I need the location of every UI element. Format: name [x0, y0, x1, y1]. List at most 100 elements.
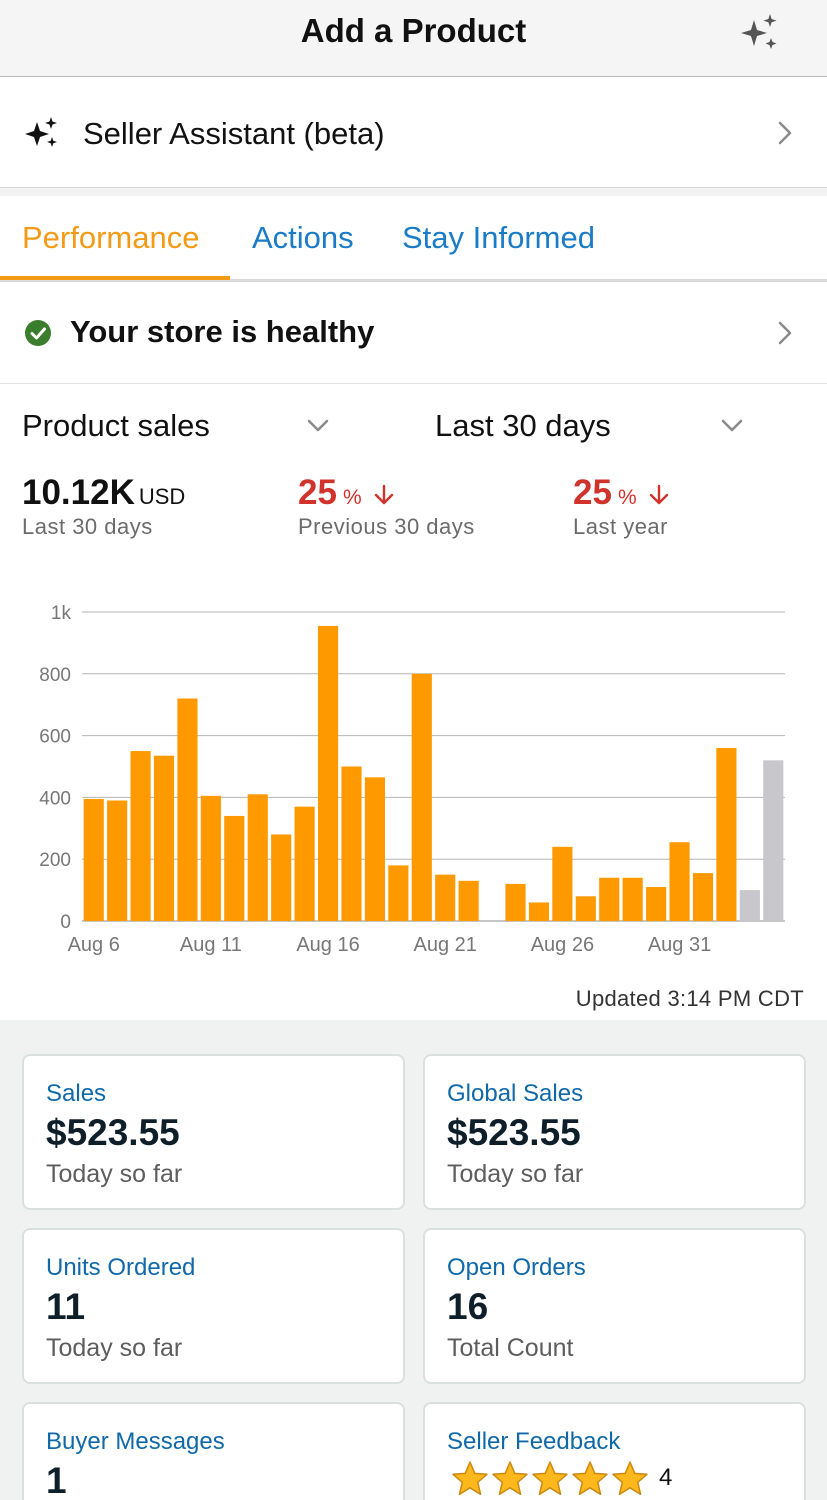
sales-card[interactable]: Sales $523.55 Today so far — [22, 1054, 405, 1210]
units-ordered-card[interactable]: Units Ordered 11 Today so far — [22, 1228, 405, 1384]
y-tick-label: 200 — [39, 850, 71, 871]
chevron-right-icon — [778, 321, 792, 345]
chart-bar — [364, 777, 385, 921]
chart-bar — [599, 877, 620, 921]
star-icon — [452, 1461, 488, 1496]
chart-bar — [622, 877, 643, 921]
section-divider — [0, 188, 827, 196]
y-tick-label: 800 — [39, 665, 71, 686]
chevron-down-icon[interactable] — [721, 419, 743, 433]
chart-bar — [224, 815, 245, 921]
last-year-change: 25% — [573, 473, 670, 513]
store-health-label: Your store is healthy — [70, 314, 375, 349]
y-tick-label: 400 — [39, 788, 71, 809]
feedback-count: 4 — [659, 1464, 673, 1491]
card-title: Units Ordered — [46, 1254, 196, 1281]
current-sales-number: 10.12K — [22, 473, 135, 512]
sales-bar-chart: 0 200 400 600 800 1k Aug 6 Aug 11 Aug 16 Aug 21 Au… — [39, 603, 785, 956]
tab-stay-informed[interactable]: Stay Informed — [402, 220, 595, 255]
open-orders-card[interactable]: Open Orders 16 Total Count — [423, 1228, 806, 1384]
current-sales-value: 10.12K USD — [22, 473, 185, 513]
chart-bar — [669, 842, 690, 921]
arrow-down-icon — [375, 484, 394, 504]
sparkle-icon — [25, 117, 57, 147]
star-icon — [612, 1461, 648, 1496]
chart-bar — [552, 846, 573, 921]
chart-bar — [739, 890, 760, 921]
chart-bar — [646, 887, 667, 921]
page-title: Add a Product — [300, 12, 527, 49]
tab-performance[interactable]: Performance — [22, 220, 200, 255]
seller-assistant-label: Seller Assistant (beta) — [83, 116, 385, 151]
metric-selector[interactable]: Product sales — [22, 408, 210, 443]
chart-bar — [458, 880, 479, 921]
chart-bar — [271, 834, 292, 921]
top-bar: Add a Product — [0, 0, 827, 77]
card-subtitle: Today so far — [46, 1334, 183, 1362]
currency-unit: USD — [138, 484, 186, 509]
star-icon — [572, 1461, 608, 1496]
percent-unit: % — [617, 486, 637, 509]
x-tick-label: Aug 11 — [180, 934, 242, 956]
star-rating: 4 — [451, 1460, 672, 1496]
previous-change-number: 25 — [298, 473, 337, 512]
card-subtitle: Today so far — [447, 1160, 584, 1188]
chart-bar — [177, 698, 198, 921]
chart-bar — [505, 883, 526, 921]
buyer-messages-card[interactable]: Buyer Messages 1 — [22, 1402, 405, 1500]
date-range-selector[interactable]: Last 30 days — [435, 408, 611, 443]
previous-period-label: Previous 30 days — [298, 514, 475, 539]
y-tick-label: 600 — [39, 727, 71, 748]
card-subtitle: Total Count — [447, 1334, 574, 1362]
percent-unit: % — [342, 486, 362, 509]
card-value: 1 — [46, 1460, 67, 1500]
chart-bar — [435, 874, 456, 921]
chart-bar — [130, 751, 151, 921]
card-value: 11 — [46, 1286, 86, 1327]
chart-bar — [200, 795, 221, 921]
chart-bar — [575, 896, 596, 921]
tab-actions[interactable]: Actions — [252, 220, 354, 255]
chevron-down-icon[interactable] — [307, 419, 329, 433]
arrow-down-icon — [650, 484, 669, 504]
current-period-label: Last 30 days — [22, 514, 153, 539]
x-tick-label: Aug 16 — [296, 934, 359, 956]
star-icon — [492, 1461, 528, 1496]
chart-bar — [247, 794, 268, 921]
last-year-change-number: 25 — [573, 473, 612, 512]
store-health-row[interactable]: Your store is healthy — [0, 282, 827, 384]
check-circle-icon — [25, 320, 51, 346]
card-value: $523.55 — [447, 1112, 581, 1153]
chart-bar — [153, 755, 175, 921]
chart-bar — [107, 800, 128, 921]
card-title: Sales — [46, 1080, 107, 1107]
global-sales-card[interactable]: Global Sales $523.55 Today so far — [423, 1054, 806, 1210]
chart-bar — [528, 902, 550, 921]
chart-bar — [294, 806, 315, 921]
y-tick-label: 0 — [60, 912, 71, 933]
x-tick-label: Aug 21 — [414, 934, 477, 956]
tab-bar: Performance Actions Stay Informed — [0, 196, 827, 282]
star-icon — [532, 1461, 568, 1496]
x-tick-label: Aug 31 — [648, 934, 711, 956]
active-tab-indicator — [0, 276, 230, 280]
last-year-label: Last year — [573, 514, 668, 539]
card-value: $523.55 — [46, 1112, 180, 1153]
x-tick-label: Aug 6 — [68, 934, 120, 956]
x-tick-label: Aug 26 — [531, 934, 594, 956]
previous-period-change: 25% — [298, 473, 395, 513]
chevron-right-icon — [778, 121, 792, 145]
chart-bar — [388, 865, 409, 921]
seller-assistant-row[interactable]: Seller Assistant (beta) — [0, 78, 827, 188]
card-title: Global Sales — [447, 1080, 584, 1107]
chart-bar — [411, 673, 432, 921]
seller-feedback-card[interactable]: Seller Feedback 4 — [423, 1402, 806, 1500]
card-title: Seller Feedback — [447, 1428, 621, 1455]
sparkle-icon[interactable] — [738, 12, 782, 52]
chart-bar — [692, 873, 714, 921]
card-title: Buyer Messages — [46, 1428, 225, 1455]
chart-bar — [341, 766, 362, 921]
y-tick-label: 1k — [51, 603, 72, 624]
chart-bar — [716, 747, 737, 921]
card-subtitle: Today so far — [46, 1160, 183, 1188]
